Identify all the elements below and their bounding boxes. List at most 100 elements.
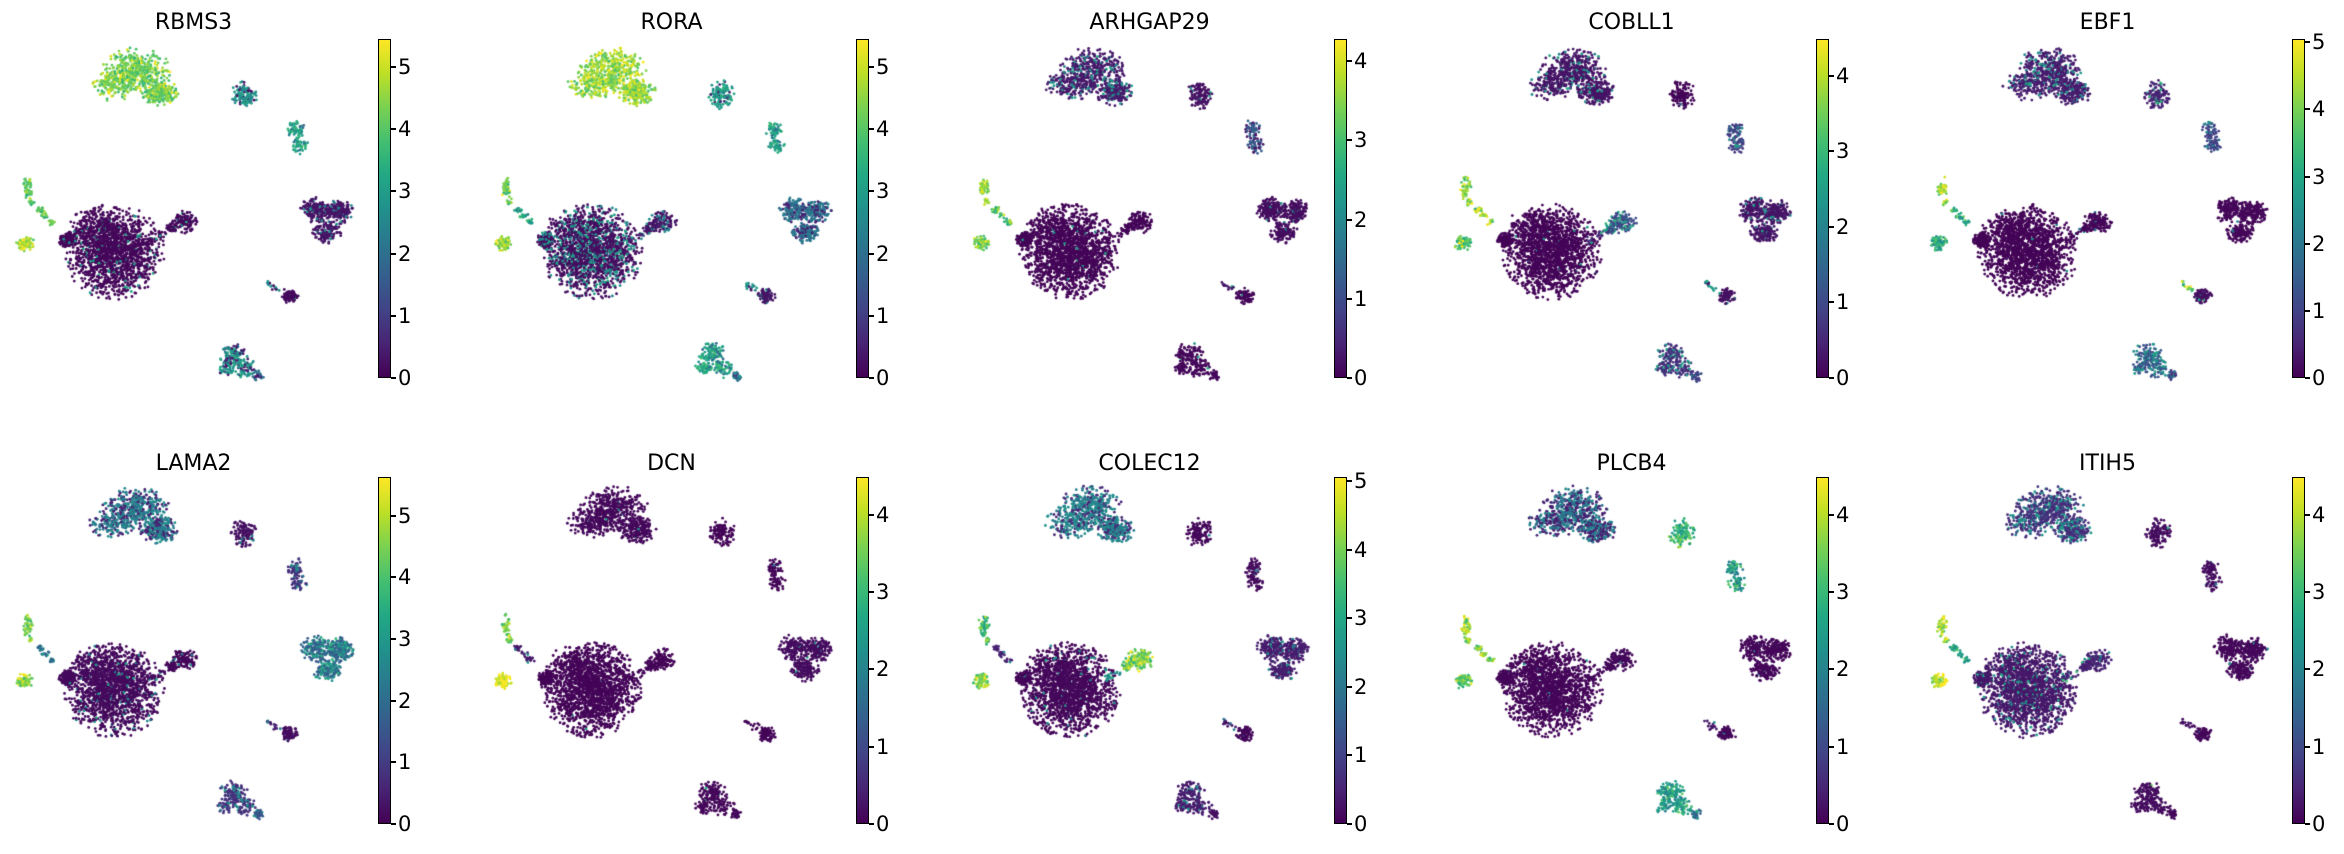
colorbar-tick-label: 0 — [1354, 812, 1368, 836]
colorbar-tick-label: 3 — [1836, 139, 1850, 164]
colorbar-tick-mark — [2305, 823, 2310, 825]
umap-scatter-plot — [1438, 0, 1813, 410]
umap-scatter-plot — [1914, 438, 2289, 848]
colorbar-tick-mark — [1829, 150, 1834, 153]
colorbar-tick-mark — [1829, 301, 1834, 304]
colorbar — [1334, 39, 1347, 378]
colorbar-tick-label: 0 — [398, 366, 412, 390]
colorbar-tick-label: 4 — [1354, 537, 1368, 562]
colorbar-tick-label: 4 — [1836, 63, 1850, 88]
umap-scatter-plot — [0, 438, 375, 848]
colorbar-tick-label: 0 — [1836, 812, 1850, 836]
colorbar-tick-label: 1 — [2312, 298, 2326, 323]
colorbar-tick-label: 0 — [876, 366, 890, 390]
colorbar-tick-mark — [391, 377, 396, 379]
colorbar-tick-mark — [2305, 513, 2310, 516]
colorbar-tick-label: 2 — [1836, 214, 1850, 239]
colorbar-tick-mark — [391, 65, 396, 68]
umap-scatter-plot — [1438, 438, 1813, 848]
colorbar-tick-mark — [2305, 668, 2310, 671]
colorbar-tick-label: 4 — [1354, 49, 1368, 74]
umap-scatter-plot — [956, 438, 1331, 848]
colorbar-tick-mark — [1347, 685, 1352, 688]
colorbar-tick-mark — [1829, 823, 1834, 825]
colorbar-tick-label: 2 — [398, 241, 412, 266]
colorbar-tick-mark — [1829, 668, 1834, 671]
colorbar-tick-label: 4 — [398, 117, 412, 142]
colorbar-tick-mark — [1347, 480, 1352, 483]
colorbar-tick-label: 4 — [2312, 97, 2326, 122]
colorbar-tick-label: 2 — [2312, 231, 2326, 256]
colorbar-tick-label: 4 — [1836, 502, 1850, 527]
colorbar-tick-mark — [1347, 218, 1352, 221]
colorbar-tick-label: 0 — [398, 812, 412, 836]
colorbar-tick-label: 1 — [876, 734, 890, 759]
colorbar-tick-mark — [1829, 225, 1834, 228]
colorbar-tick-mark — [869, 128, 874, 131]
colorbar-tick-label: 3 — [876, 580, 890, 605]
colorbar-tick-label: 3 — [398, 179, 412, 204]
colorbar-tick-label: 1 — [2312, 734, 2326, 759]
colorbar-tick-label: 2 — [2312, 657, 2326, 682]
colorbar-tick-mark — [2305, 309, 2310, 312]
colorbar-tick-label: 3 — [876, 179, 890, 204]
umap-scatter-plot — [478, 0, 853, 410]
colorbar-tick-label: 1 — [398, 750, 412, 775]
colorbar-tick-label: 0 — [1354, 366, 1368, 390]
colorbar-tick-mark — [2305, 745, 2310, 748]
colorbar — [2292, 39, 2305, 378]
colorbar-tick-label: 2 — [1836, 657, 1850, 682]
colorbar-tick-mark — [2305, 108, 2310, 111]
colorbar-tick-mark — [1347, 297, 1352, 300]
umap-scatter-plot — [1914, 0, 2289, 410]
colorbar-tick-label: 2 — [398, 688, 412, 713]
colorbar-tick-mark — [391, 761, 396, 764]
colorbar — [378, 477, 391, 824]
colorbar-tick-label: 4 — [876, 117, 890, 142]
colorbar-tick-mark — [2305, 41, 2310, 44]
colorbar-tick-mark — [869, 377, 874, 379]
umap-scatter-plot — [956, 0, 1331, 410]
colorbar-tick-mark — [1829, 591, 1834, 594]
colorbar-tick-mark — [869, 65, 874, 68]
colorbar — [1816, 477, 1829, 824]
colorbar-tick-mark — [869, 591, 874, 594]
colorbar-tick-label: 4 — [2312, 502, 2326, 527]
colorbar-tick-label: 1 — [876, 303, 890, 328]
colorbar-tick-label: 3 — [1354, 128, 1368, 153]
colorbar-tick-label: 0 — [2312, 366, 2326, 390]
colorbar-tick-label: 2 — [876, 657, 890, 682]
colorbar-tick-label: 3 — [398, 627, 412, 652]
colorbar-tick-mark — [391, 252, 396, 255]
colorbar-tick-label: 2 — [1354, 674, 1368, 699]
colorbar-tick-mark — [869, 190, 874, 193]
colorbar-tick-mark — [391, 823, 396, 825]
colorbar-tick-label: 3 — [2312, 164, 2326, 189]
colorbar-tick-label: 1 — [1836, 290, 1850, 315]
colorbar-tick-label: 0 — [2312, 812, 2326, 836]
colorbar-tick-mark — [2305, 377, 2310, 379]
colorbar-tick-label: 1 — [1836, 734, 1850, 759]
colorbar-tick-label: 4 — [876, 502, 890, 527]
colorbar-tick-label: 4 — [398, 565, 412, 590]
colorbar — [856, 39, 869, 378]
colorbar-tick-mark — [2305, 591, 2310, 594]
colorbar-tick-mark — [2305, 175, 2310, 178]
colorbar-tick-mark — [391, 699, 396, 702]
colorbar-tick-label: 1 — [1354, 743, 1368, 768]
colorbar-tick-mark — [1829, 74, 1834, 77]
colorbar-tick-mark — [869, 252, 874, 255]
colorbar — [1334, 477, 1347, 824]
colorbar-tick-mark — [1829, 377, 1834, 379]
colorbar-tick-mark — [391, 638, 396, 641]
colorbar-tick-mark — [869, 513, 874, 516]
colorbar-tick-label: 0 — [1836, 366, 1850, 390]
